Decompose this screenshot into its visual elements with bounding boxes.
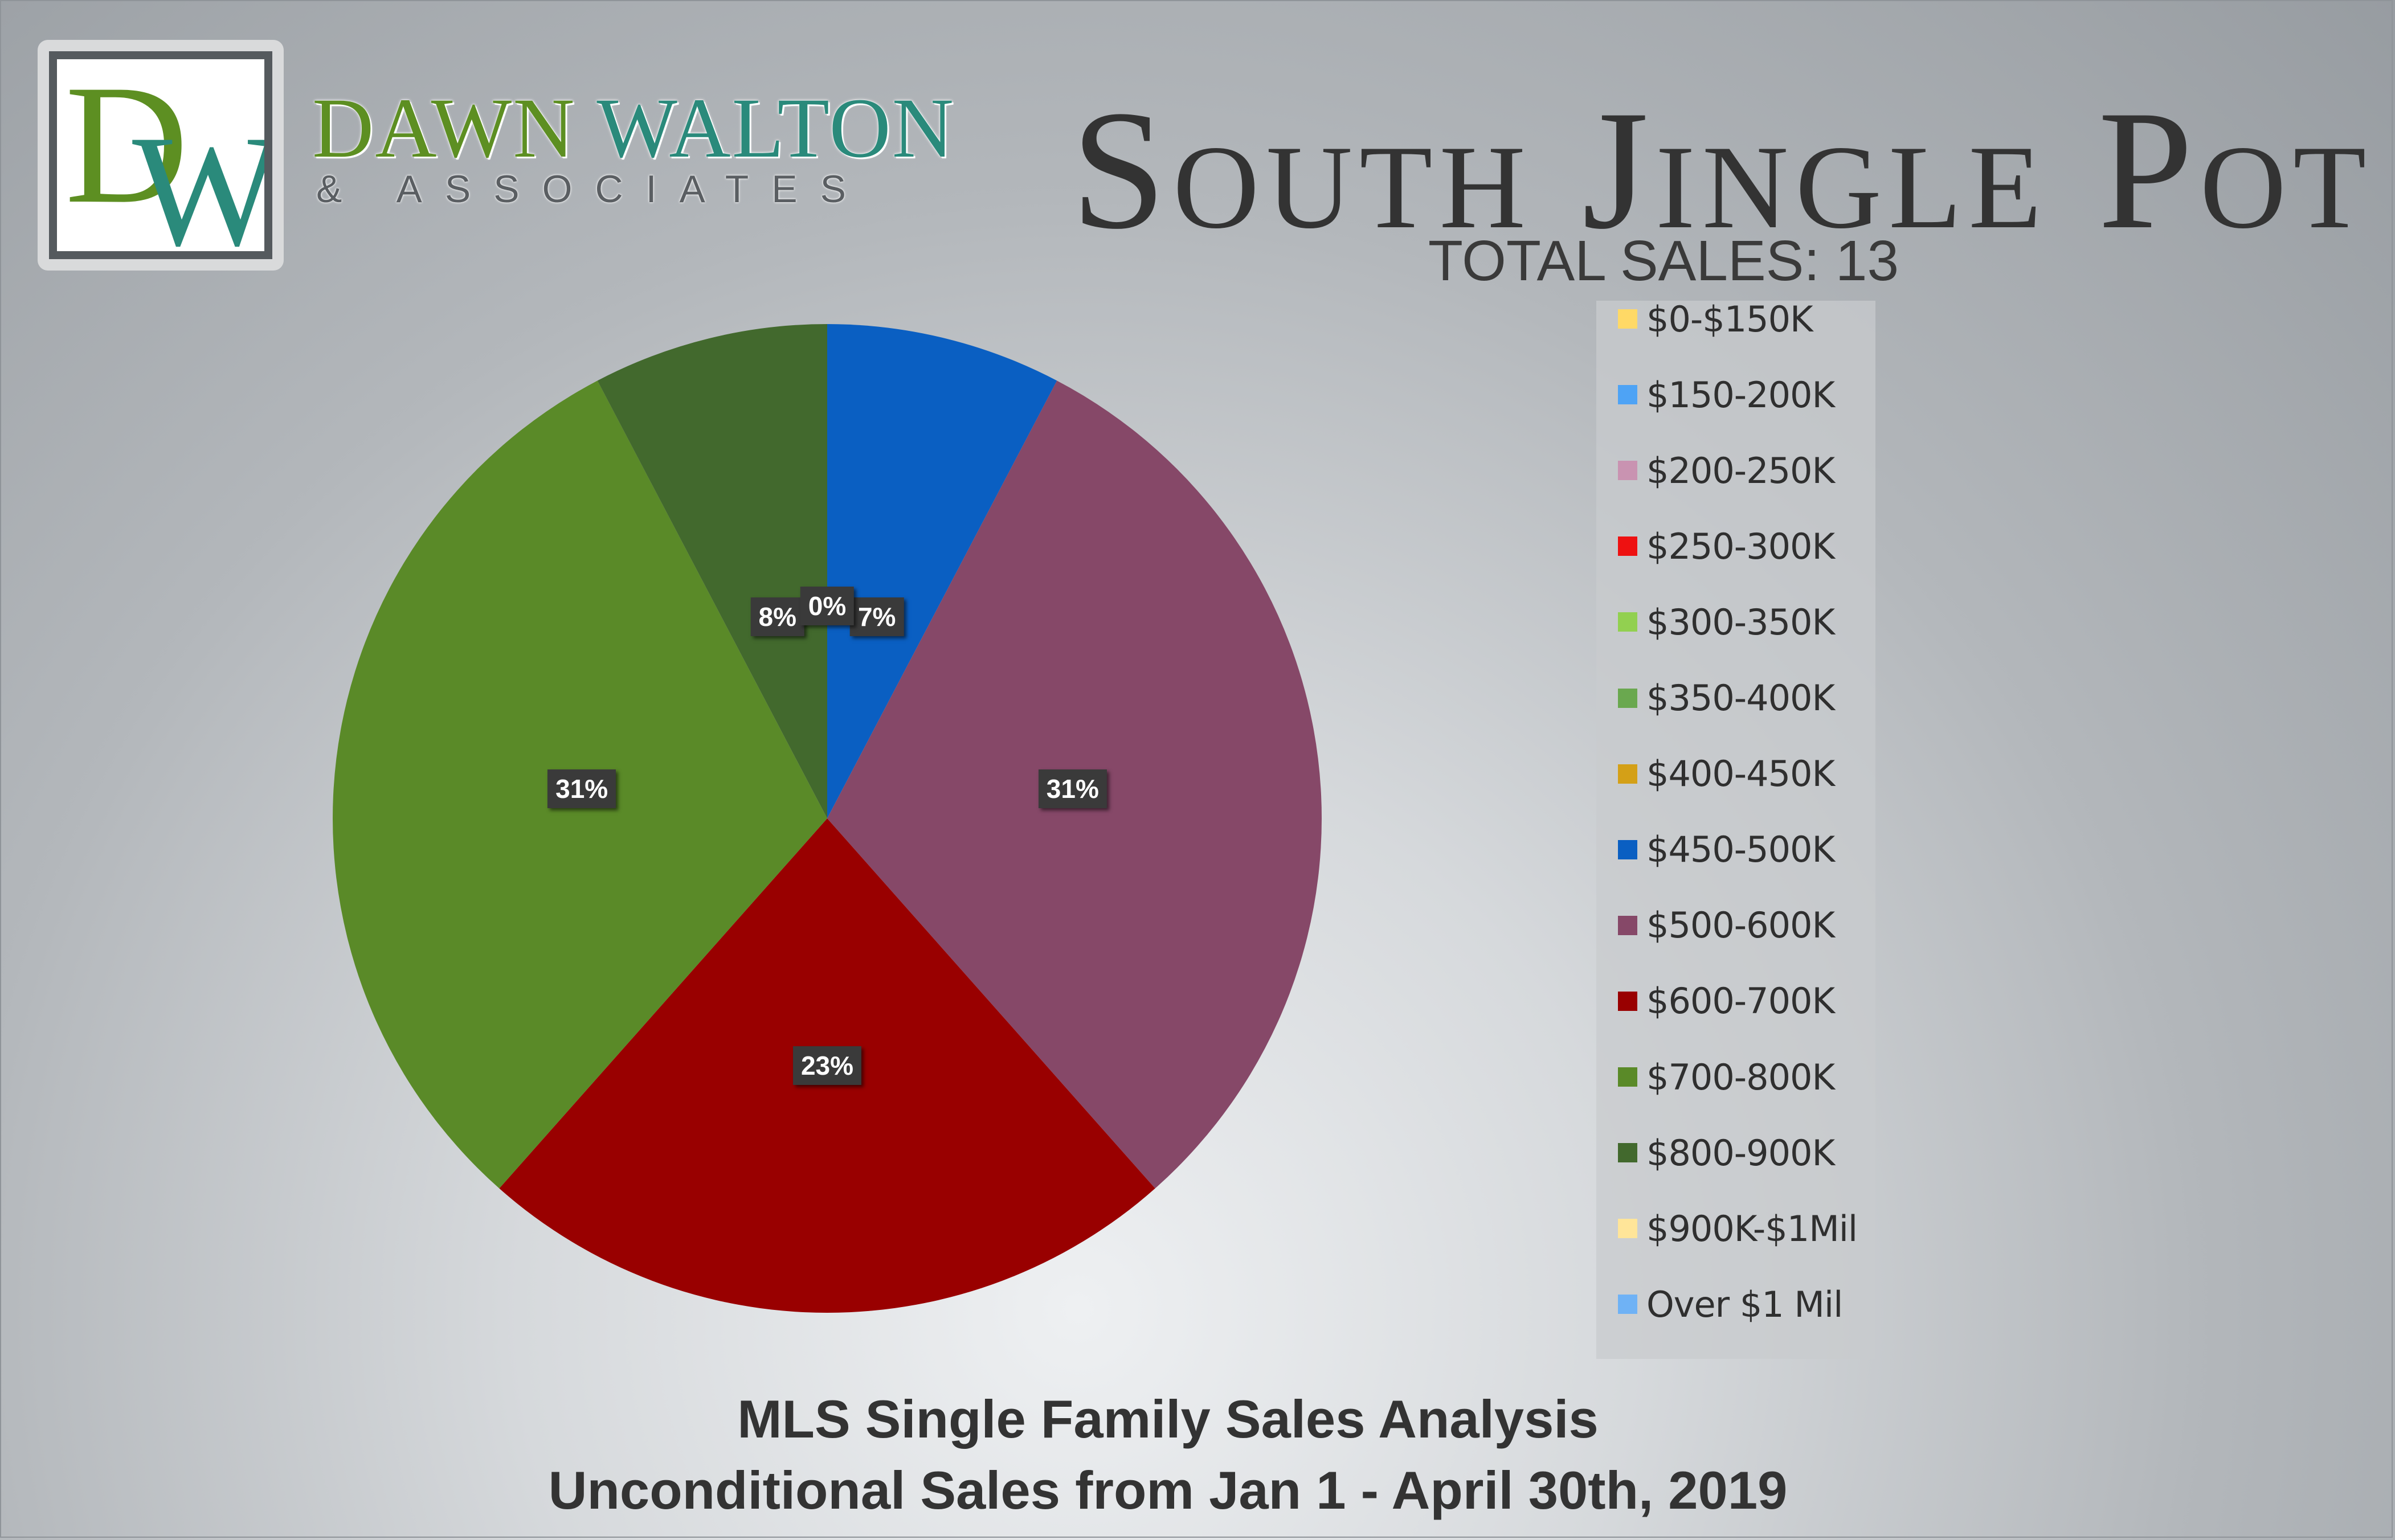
legend-swatch	[1618, 1067, 1637, 1087]
legend-item-900k-1mil: $900K-$1Mil	[1618, 1206, 1858, 1251]
legend-swatch	[1618, 1219, 1637, 1239]
legend-swatch	[1618, 612, 1637, 632]
legend-swatch	[1618, 536, 1637, 556]
brand-name: DAWN WALTON	[312, 85, 955, 171]
legend-label: $250-300K	[1646, 525, 1835, 567]
legend-item-150-200k: $150-200K	[1618, 372, 1835, 417]
legend-label: $600-700K	[1646, 980, 1835, 1022]
legend-swatch	[1618, 461, 1637, 481]
legend-label: $200-250K	[1646, 449, 1835, 492]
legend-label: $900K-$1Mil	[1646, 1207, 1858, 1250]
legend-item-450-500k: $450-500K	[1618, 827, 1835, 873]
legend-swatch	[1618, 1295, 1637, 1314]
logo-monogram-d: D	[65, 59, 189, 239]
legend-swatch	[1618, 915, 1637, 935]
legend-label: $400-450K	[1646, 753, 1835, 795]
legend-swatch	[1618, 764, 1637, 784]
legend-label: Over $1 Mil	[1646, 1283, 1843, 1325]
footer-date-range: Unconditional Sales from Jan 1 - April 3…	[548, 1460, 1788, 1520]
pie-slice-450-500k	[827, 324, 1057, 818]
legend-item-400-450k: $400-450K	[1618, 751, 1835, 797]
legend-item-700-800k: $700-800K	[1618, 1054, 1835, 1100]
legend-item-250-300k: $250-300K	[1618, 523, 1835, 569]
data-label-900k-1mil: 0%	[800, 586, 855, 625]
data-label-700-800k: 31%	[547, 769, 616, 808]
data-label-600-700k: 23%	[792, 1046, 862, 1085]
chart-subtitle: TOTAL SALES: 13	[1428, 229, 1899, 293]
legend-swatch	[1618, 309, 1637, 329]
brand-name-first: DAWN	[312, 81, 576, 175]
legend-label: $700-800K	[1646, 1056, 1835, 1098]
chart-legend: $0-$150K $150-200K $200-250K $250-300K $300-…	[1596, 298, 1875, 1359]
logo: D W	[38, 40, 284, 271]
legend-item-800-900k: $800-900K	[1618, 1130, 1835, 1176]
data-label-800-900k: 8%	[750, 597, 805, 637]
legend-label: $300-350K	[1646, 601, 1835, 643]
data-label-500-600k: 31%	[1038, 769, 1107, 808]
chart-title: South Jingle Pot	[1071, 75, 2373, 264]
legend-swatch	[1618, 839, 1637, 859]
brand-subtitle: & ASSOCIATES	[316, 167, 869, 211]
legend-item-350-400k: $350-400K	[1618, 675, 1835, 721]
brand-name-last: WALTON	[596, 81, 955, 175]
legend-label: $800-900K	[1646, 1132, 1835, 1174]
legend-label: $500-600K	[1646, 904, 1835, 947]
logo-frame: D W	[49, 51, 272, 259]
legend-item-over-1-mil: Over $1 Mil	[1618, 1281, 1843, 1327]
legend-swatch	[1618, 991, 1637, 1011]
legend-label: $450-500K	[1646, 829, 1835, 871]
footer-title: MLS Single Family Sales Analysis	[737, 1389, 1599, 1449]
pie-slice-800-900k	[597, 324, 827, 818]
data-label-450-500k: 7%	[849, 597, 904, 637]
legend-label: $0-$150K	[1646, 298, 1813, 340]
legend-swatch	[1618, 1143, 1637, 1163]
logo-monogram-w: W	[132, 102, 264, 251]
legend-item-500-600k: $500-600K	[1618, 903, 1835, 948]
legend-swatch	[1618, 385, 1637, 405]
legend-item-0-150k: $0-$150K	[1618, 296, 1813, 342]
logo-monogram: D W	[65, 59, 264, 251]
legend-item-200-250k: $200-250K	[1618, 448, 1835, 493]
legend-swatch	[1618, 688, 1637, 708]
legend-label: $150-200K	[1646, 374, 1835, 416]
legend-item-300-350k: $300-350K	[1618, 599, 1835, 645]
legend-label: $350-400K	[1646, 677, 1835, 719]
legend-item-600-700k: $600-700K	[1618, 978, 1835, 1024]
